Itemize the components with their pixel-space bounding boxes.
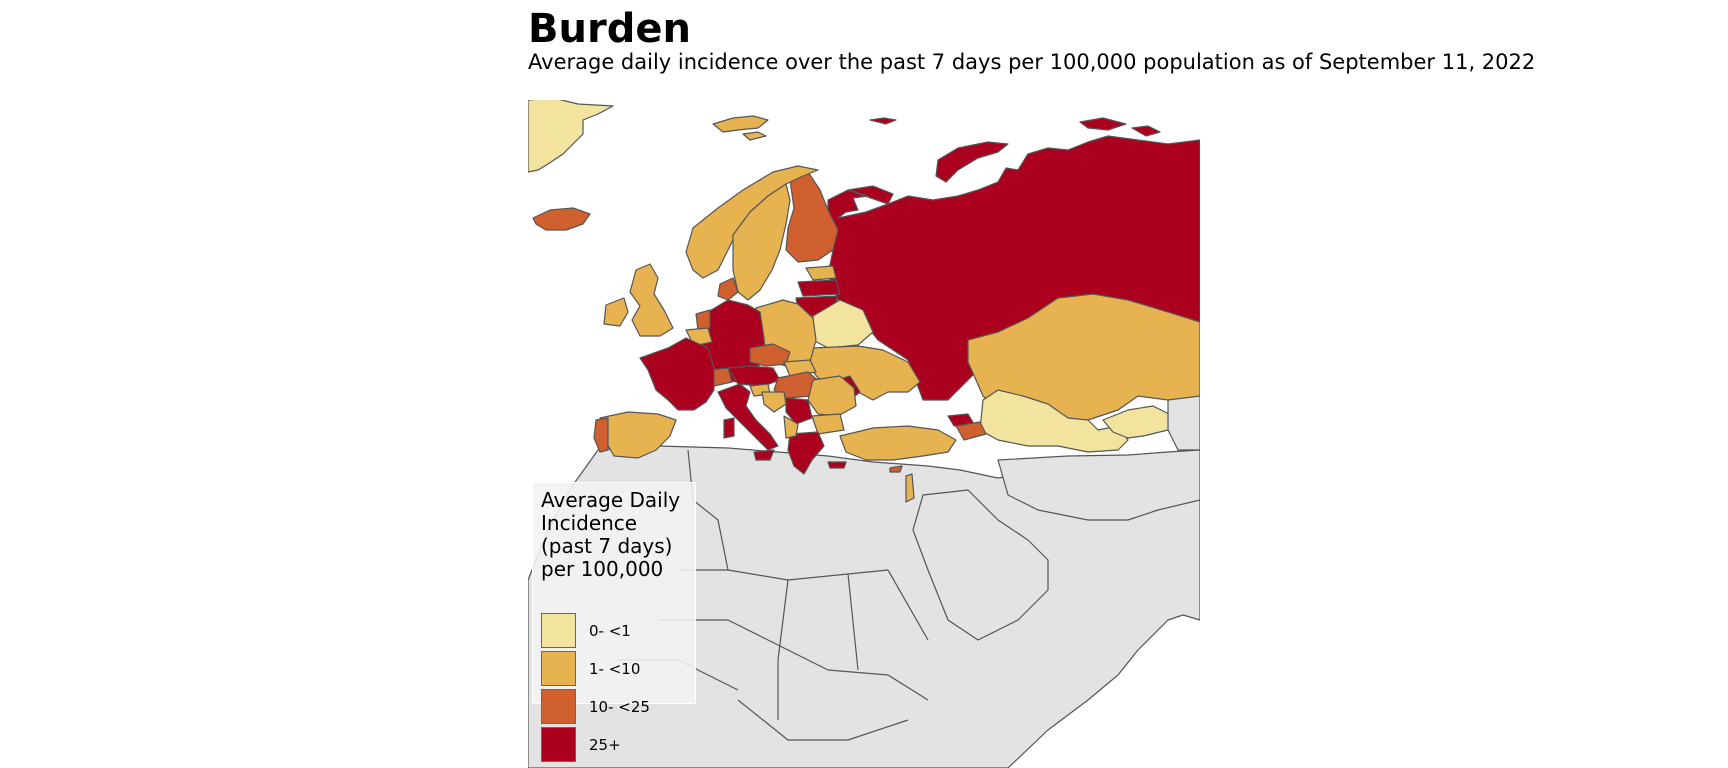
region-italy: [717, 383, 779, 451]
region-ukraine: [807, 345, 921, 401]
region-latvia: [797, 279, 841, 297]
region-romania: [807, 375, 857, 417]
region-severnaya-zemlya: [1079, 117, 1127, 131]
region-uk: [629, 263, 674, 337]
region-estonia: [805, 265, 837, 281]
region-arctic-island-1: [869, 117, 897, 125]
region-france: [639, 337, 715, 411]
legend-swatch: [541, 613, 576, 648]
region-china-west: [1167, 395, 1200, 451]
region-novaya-zemlya: [935, 141, 1009, 183]
region-cyprus: [889, 465, 903, 473]
legend-title: Average Daily Incidence (past 7 days) pe…: [541, 488, 681, 581]
region-greenland: [528, 100, 614, 173]
region-albania-macedonia: [783, 415, 799, 439]
legend-swatch: [541, 727, 576, 762]
region-greece: [787, 431, 825, 475]
region-crete: [827, 461, 847, 469]
region-portugal: [593, 417, 609, 453]
region-arctic-island-2: [1131, 125, 1161, 137]
region-bulgaria: [811, 413, 845, 435]
region-sardinia: [723, 417, 735, 439]
region-sicily: [753, 449, 775, 461]
region-israel: [905, 473, 915, 503]
region-serbia: [785, 397, 813, 425]
region-austria: [727, 365, 781, 387]
legend-label: 10- <25: [589, 698, 650, 716]
legend-label: 0- <1: [589, 622, 631, 640]
region-finland: [785, 171, 839, 263]
legend-label: 1- <10: [589, 660, 641, 678]
region-croatia: [761, 391, 787, 413]
region-ireland: [603, 297, 629, 327]
legend-label: 25+: [589, 736, 621, 754]
region-spain: [599, 411, 677, 459]
region-netherlands: [695, 309, 711, 331]
region-svalbard-small: [742, 131, 767, 141]
region-svalbard: [712, 115, 769, 133]
region-turkey: [839, 425, 957, 461]
region-denmark: [717, 277, 739, 301]
legend: Average Daily Incidence (past 7 days) pe…: [532, 482, 696, 762]
legend-swatch: [541, 689, 576, 724]
choropleth-map: [528, 100, 1200, 768]
region-armenia-azerbaijan: [955, 421, 987, 441]
region-central-asia-south: [997, 449, 1200, 521]
region-iceland: [532, 207, 591, 231]
region-arabian-peninsula: [912, 489, 1049, 641]
map-subtitle: Average daily incidence over the past 7 …: [528, 50, 1536, 74]
map-title: Burden: [528, 6, 691, 52]
legend-swatch: [541, 651, 576, 686]
